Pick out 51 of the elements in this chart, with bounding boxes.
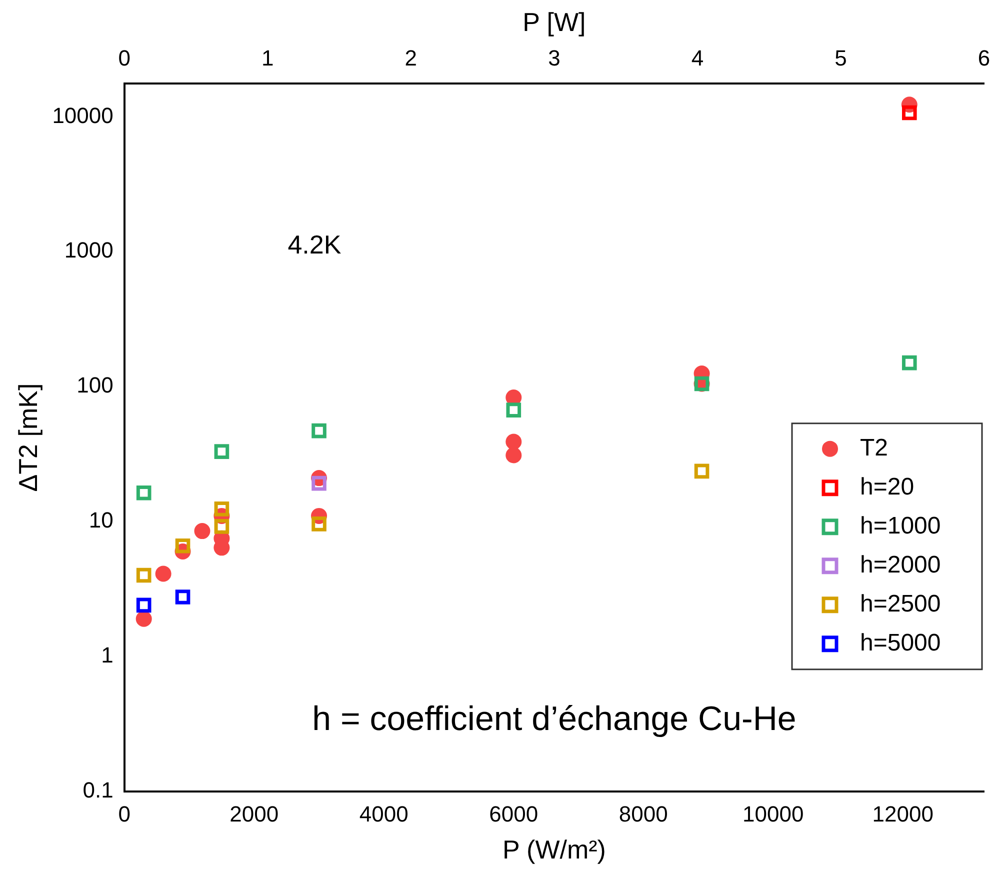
legend-label: h=2000 <box>860 551 941 578</box>
y-tick-label: 10000 <box>52 102 114 128</box>
y-tick-label: 1000 <box>64 238 114 263</box>
x-tick-label: 12000 <box>872 802 934 827</box>
point <box>214 519 230 534</box>
legend-label: h=1000 <box>860 512 941 540</box>
x2-tick-label: 1 <box>262 45 274 70</box>
point <box>136 485 152 500</box>
x-tick-label: 2000 <box>230 802 279 827</box>
annotation: h = coefficient d’échange Cu-He <box>312 700 796 738</box>
x-tick-label: 8000 <box>618 802 668 827</box>
x-tick-label: 4000 <box>359 802 408 827</box>
point <box>312 423 326 438</box>
legend-label: h=2500 <box>860 590 941 618</box>
point <box>194 523 210 540</box>
y-tick-label: 1 <box>101 642 114 668</box>
point <box>175 590 190 604</box>
x-tick-label: 6000 <box>489 802 538 827</box>
point <box>506 402 522 418</box>
y-tick-label: 10 <box>88 508 114 533</box>
y-tick-label: 100 <box>76 372 114 398</box>
x-tick-label: 10000 <box>742 802 804 827</box>
x2-tick-label: 3 <box>548 45 560 70</box>
annotation: 4.2K <box>288 230 342 260</box>
y-axis-title: ΔT2 [mK] <box>12 383 43 492</box>
point <box>506 434 522 450</box>
x2-tick-label: 2 <box>404 45 418 70</box>
x2-tick-label: 6 <box>978 45 990 70</box>
point <box>506 447 522 464</box>
point <box>214 502 230 516</box>
point <box>694 464 710 479</box>
point <box>136 598 152 613</box>
point <box>136 610 152 627</box>
x2-tick-label: 5 <box>834 45 847 70</box>
legend-label: T2 <box>860 434 888 462</box>
y-tick-label: 0.1 <box>82 777 114 802</box>
x2-tick-label: 0 <box>118 45 130 70</box>
point <box>312 476 326 491</box>
point <box>155 566 172 582</box>
point <box>175 538 190 554</box>
x-tick-label: 0 <box>118 802 130 827</box>
point <box>312 516 326 532</box>
legend-label: h=20 <box>860 473 914 500</box>
x2-tick-label: 4 <box>691 45 704 70</box>
point <box>214 444 230 459</box>
legend-label: h=5000 <box>860 629 941 656</box>
x-axis-title: P (W/m²) <box>502 834 606 865</box>
point <box>136 568 152 583</box>
point <box>902 105 917 120</box>
point <box>902 355 917 370</box>
x2-axis-title: P [W] <box>522 6 586 37</box>
